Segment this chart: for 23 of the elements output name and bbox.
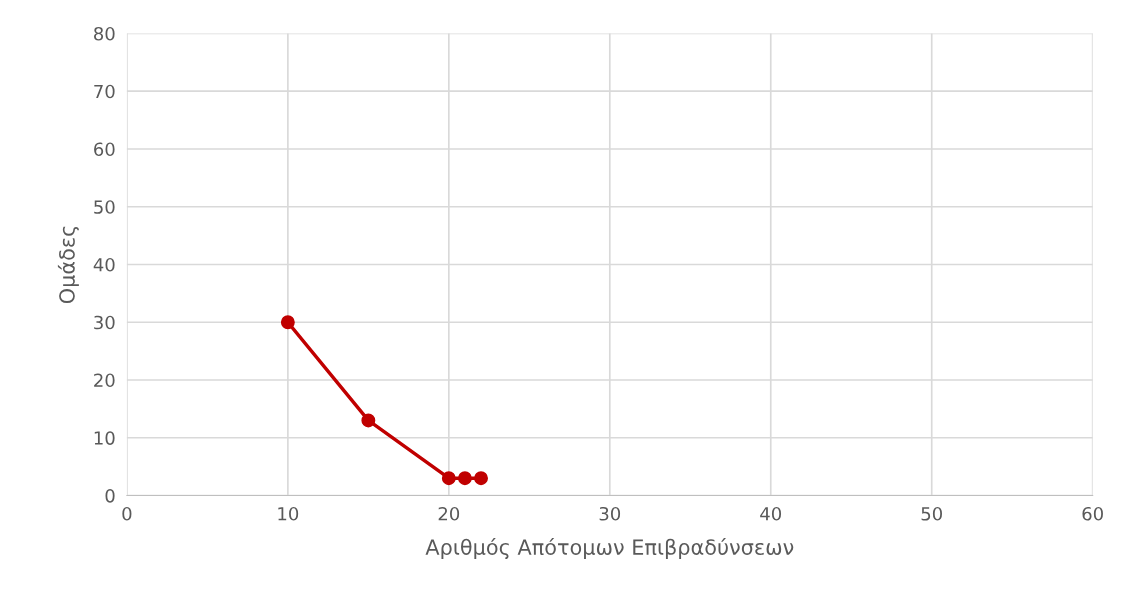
point <box>441 471 456 486</box>
x-tick-label: 60 <box>1082 506 1103 521</box>
y-axis-title: Ομάδες <box>57 226 79 304</box>
y-tick-label: 50 <box>94 200 115 214</box>
x-tick-label: 30 <box>599 506 621 521</box>
point <box>474 471 488 486</box>
y-tick-label: 70 <box>94 84 115 99</box>
y-tick-label: 30 <box>94 315 115 330</box>
point <box>361 413 376 428</box>
x-tick-label: 10 <box>278 506 299 521</box>
x-tick-label: 0 <box>122 506 132 521</box>
x-tick-label: 20 <box>438 506 460 521</box>
x-tick-label: 40 <box>760 506 782 521</box>
y-tick-label: 40 <box>93 257 115 272</box>
point <box>457 471 472 486</box>
y-tick-label: 20 <box>94 373 115 388</box>
x-tick-label: 50 <box>921 506 942 521</box>
y-tick-label: 0 <box>105 488 115 503</box>
point <box>280 315 295 330</box>
y-tick-label: 80 <box>94 26 115 41</box>
y-tick-label: 60 <box>94 142 115 157</box>
x-axis-title: Αριθμός Απότομων Επιβραδύνσεων <box>425 537 794 560</box>
y-tick-label: 10 <box>94 431 115 445</box>
